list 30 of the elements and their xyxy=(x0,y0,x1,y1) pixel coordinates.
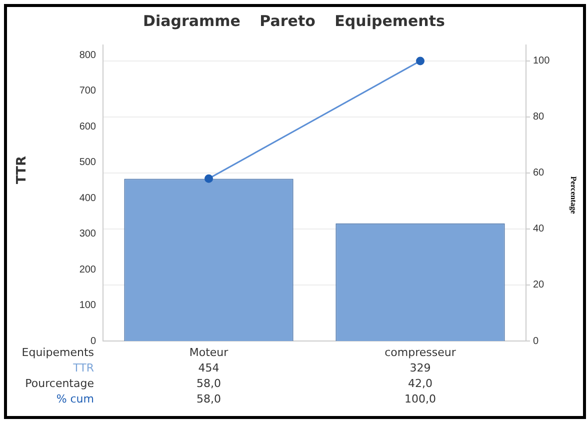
data-label: 454 xyxy=(198,361,220,374)
y2-tick-label: 40 xyxy=(533,224,545,235)
data-label: 329 xyxy=(410,361,431,374)
chart-title: Diagramme Pareto Equipements xyxy=(142,12,446,30)
y-axis-title: TTR xyxy=(14,156,30,184)
y-tick-label: 200 xyxy=(79,264,96,276)
data-label: 58,0 xyxy=(196,392,221,406)
y2-tick-label: 0 xyxy=(533,336,539,347)
y2-tick-label: 80 xyxy=(533,112,545,123)
y2-tick-label: 100 xyxy=(533,56,550,67)
y-tick-label: 300 xyxy=(79,228,96,240)
y2-tick-label: 60 xyxy=(533,168,545,179)
text: 42,0 xyxy=(408,376,432,390)
y-tick-label: 0 xyxy=(90,336,96,347)
y-tick-label: 800 xyxy=(79,50,96,61)
x-axis-title: Equipements xyxy=(22,346,94,359)
y2-axis-title: Percentage xyxy=(568,176,578,214)
y2-tick-label: 20 xyxy=(533,280,545,291)
text: TTR xyxy=(72,361,94,374)
y-tick-label: 500 xyxy=(79,157,96,168)
text: 58,0 xyxy=(196,376,221,390)
data-label: 100,0 xyxy=(404,392,436,406)
y-tick-label: 600 xyxy=(79,121,96,132)
text: Pourcentage xyxy=(25,376,94,390)
x-tick-label: compresseur xyxy=(384,346,456,359)
x-tick-label: Moteur xyxy=(189,346,229,359)
y-tick-label: 700 xyxy=(79,86,96,97)
text: % cum xyxy=(56,392,94,406)
y-tick-label: 100 xyxy=(79,300,96,311)
y-tick-label: 400 xyxy=(79,192,96,204)
